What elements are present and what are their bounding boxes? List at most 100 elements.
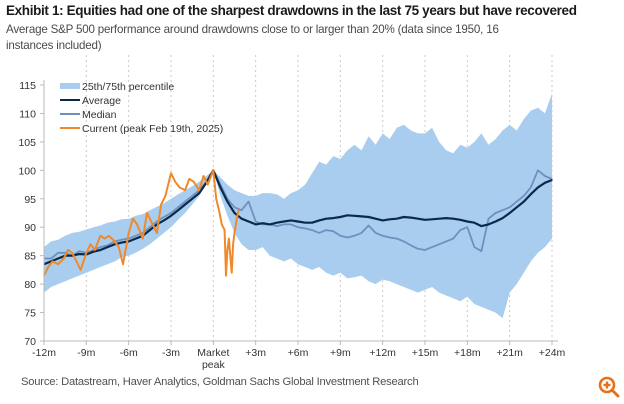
data-point [233,212,236,214]
x-tick-label: +9m [330,347,351,359]
data-point [146,212,148,214]
data-point [410,217,412,219]
zoom-in-icon [598,376,620,398]
data-point [106,246,109,248]
data-point [219,186,221,188]
data-point [452,218,454,220]
data-point [473,222,475,224]
data-point [544,175,546,177]
data-point [114,240,116,242]
data-point [431,218,433,220]
data-point [156,220,158,223]
data-point [99,235,101,237]
data-point [360,232,363,234]
data-point [339,216,341,218]
data-point [226,201,228,203]
data-point [389,236,391,239]
data-point [311,222,313,224]
data-point [297,220,299,223]
data-point [142,238,144,240]
y-tick-label: 115 [19,80,36,92]
data-point [184,189,186,191]
data-point [269,223,271,225]
data-point [47,266,49,268]
data-point [99,246,101,248]
x-tick-label: +12m [369,347,396,359]
data-point [375,232,377,234]
data-point [218,209,220,211]
data-point [235,223,237,225]
x-tick-label: Market [197,347,229,359]
data-point [177,209,179,211]
data-point [466,220,468,223]
data-point [304,222,306,224]
data-point [51,260,54,262]
data-point [224,229,226,231]
data-point [509,206,511,208]
data-point [473,246,475,248]
data-point [551,179,553,181]
data-point [149,229,151,231]
data-point [104,238,106,240]
data-point [276,222,278,224]
data-point [57,257,59,260]
x-tick-label: +6m [288,347,309,359]
data-point [90,243,92,245]
data-point [318,219,320,221]
data-point [480,250,482,252]
data-point [276,225,278,227]
data-point [248,220,250,223]
data-point [225,275,227,277]
data-point [438,218,440,220]
legend-label: 25th/75th percentile [82,81,174,93]
chart-subtitle: Average S&P 500 performance around drawd… [6,23,499,52]
axes: 70 75 80 85 90 95 100 105 110 115 -12m -9m -6m -3m Mar… [18,80,566,370]
data-point [339,235,341,237]
data-point [50,257,52,260]
data-point [114,243,116,245]
data-point [178,186,181,188]
data-point [325,229,327,231]
data-point [121,242,123,244]
legend-label: Median [82,109,117,121]
data-point [283,223,285,225]
data-point [121,239,123,241]
data-point [226,249,228,251]
x-tick-label: -3m [162,347,180,359]
data-point [80,269,82,271]
data-point [530,186,532,188]
y-tick-label: 85 [24,251,36,263]
data-point [198,189,200,191]
data-point [164,195,166,197]
data-point [85,252,87,254]
x-tick-label: -12m [32,347,56,359]
data-point [221,223,223,225]
data-point [184,201,186,203]
data-point [332,217,334,219]
chart: 70 75 80 85 90 95 100 105 110 115 -12m -9m -6m -3m Mar… [18,55,566,370]
data-point [368,216,370,218]
data-point [417,248,419,250]
data-point [207,184,209,186]
data-point [459,219,461,221]
data-point [232,243,234,245]
data-point [403,216,405,218]
zoom-in-button[interactable] [597,375,621,399]
data-point [170,212,172,214]
y-tick-label: 75 [24,308,36,320]
x-tick-label: +15m [412,347,439,359]
source-note: Source: Datastream, Haver Analytics, Gol… [21,376,419,388]
data-point [255,220,257,223]
data-point [150,220,152,223]
data-point [382,219,384,221]
data-point [502,209,504,211]
data-point [495,212,497,214]
data-point [177,206,179,208]
data-point [487,223,490,225]
data-point [118,246,120,248]
data-point [353,235,355,237]
y-tick-label: 105 [18,137,36,149]
data-point [106,244,109,246]
data-point [375,218,377,220]
x-tick-label: +21m [496,347,523,359]
